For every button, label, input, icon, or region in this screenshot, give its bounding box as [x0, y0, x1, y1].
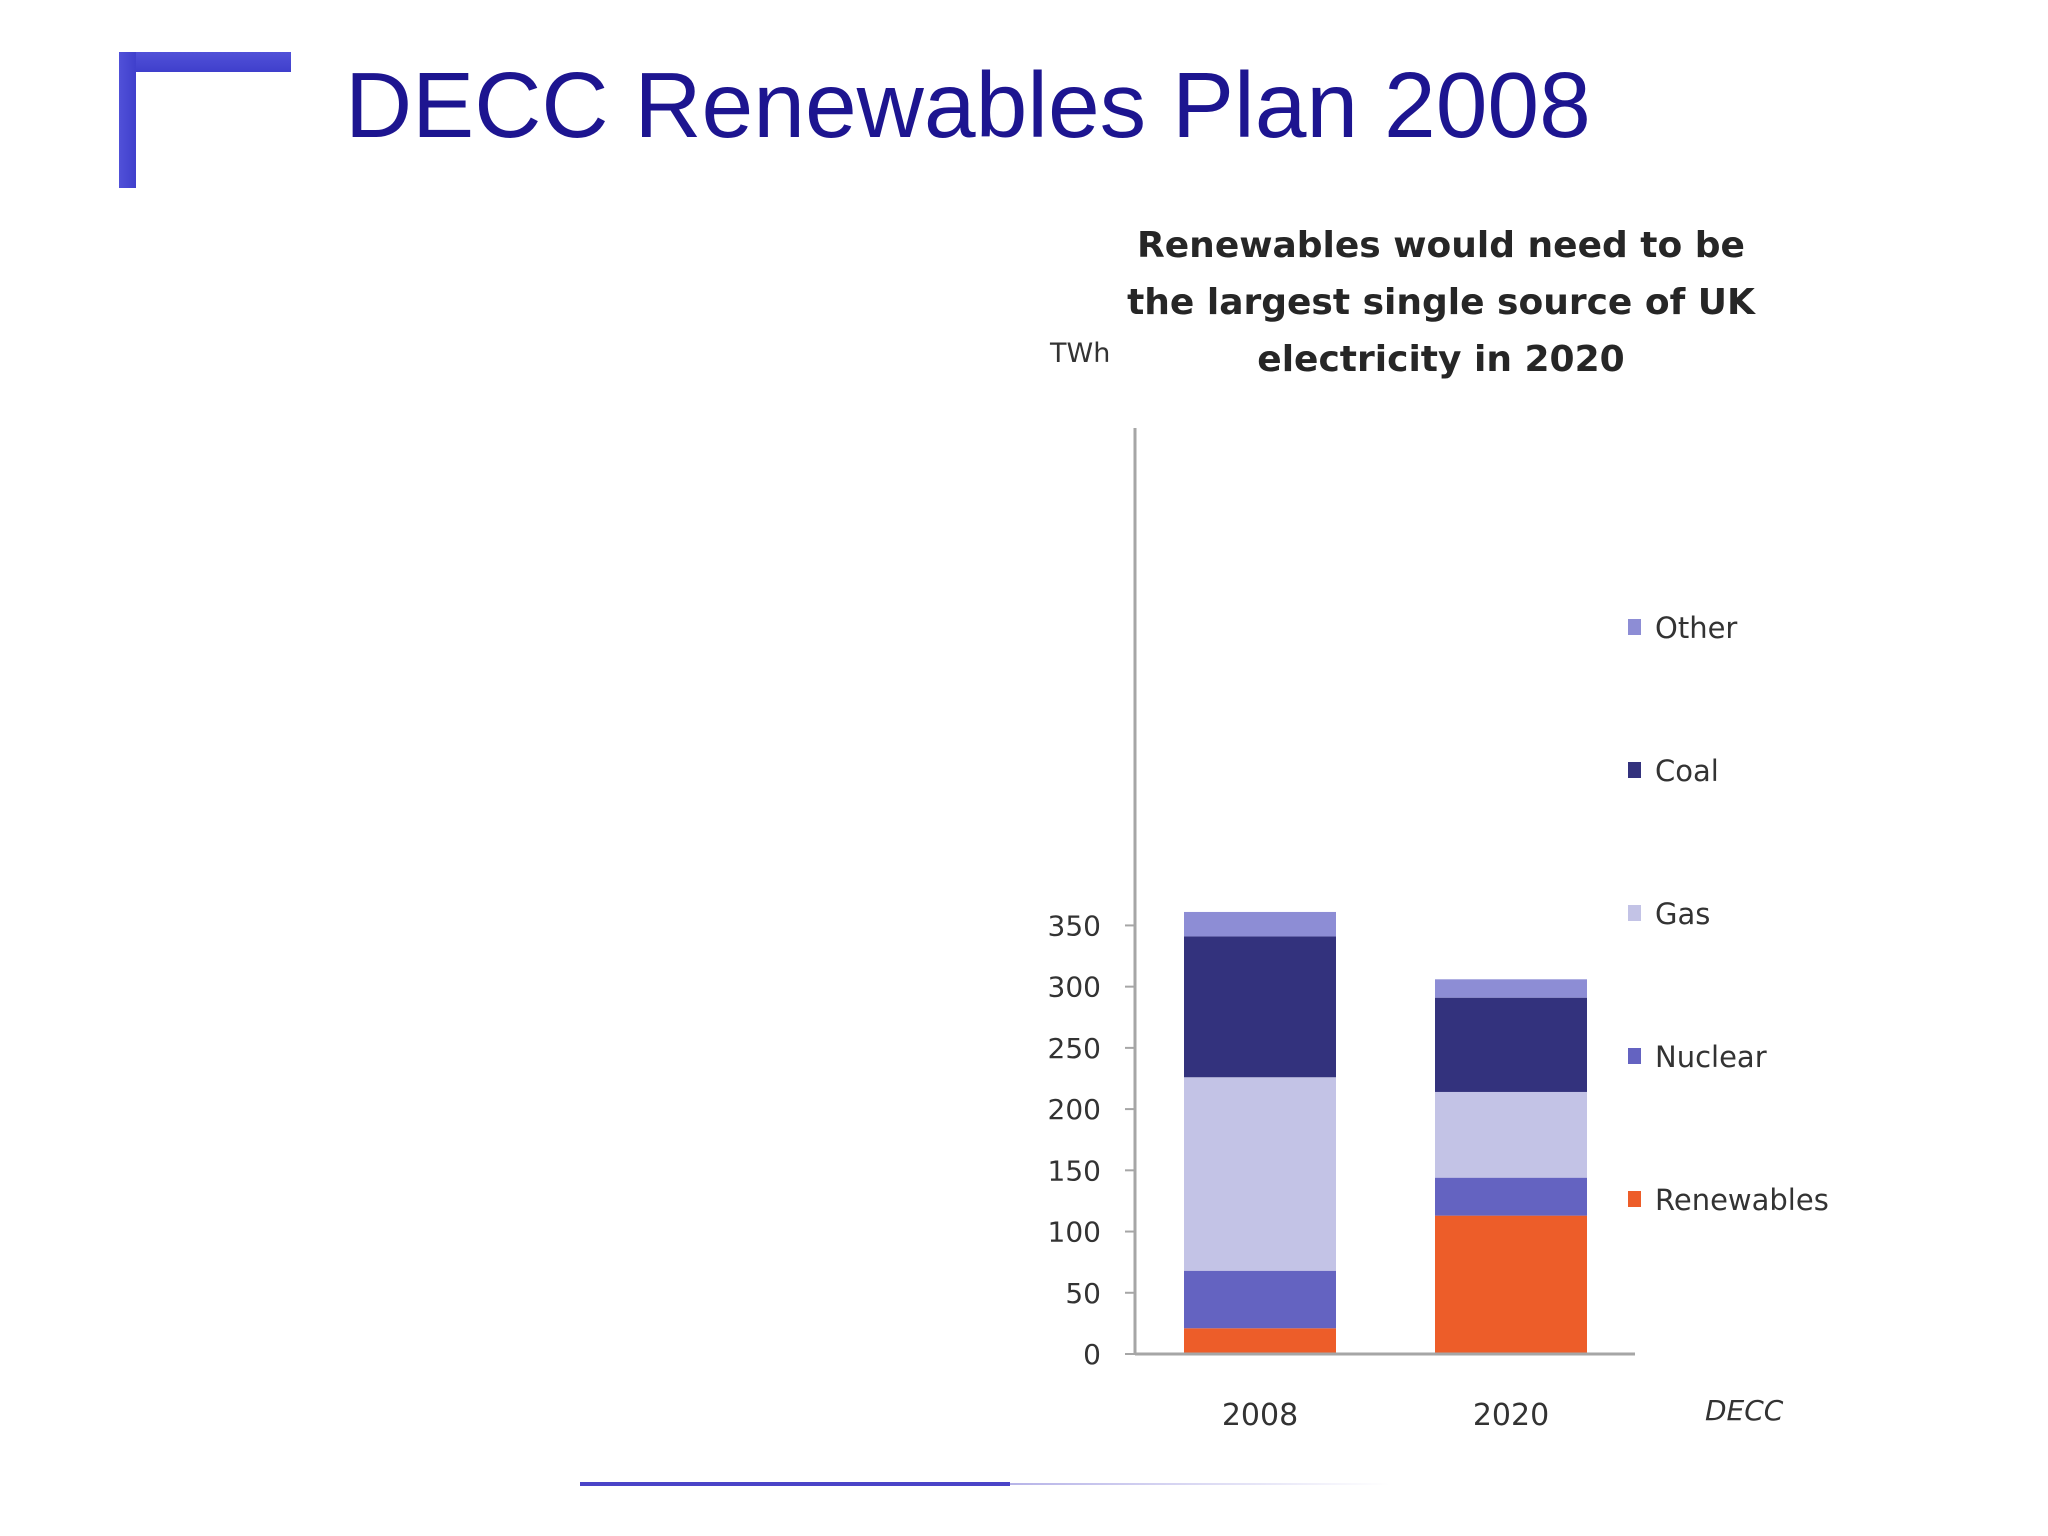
legend-label-coal: Coal: [1655, 754, 1719, 788]
bars-group: [1184, 911, 1587, 1354]
y-tick-label-150: 150: [1048, 1154, 1101, 1187]
chart-title-line-1: Renewables would need to be: [1137, 225, 1745, 266]
source-label: DECC: [1705, 1394, 1784, 1427]
legend-label-gas: Gas: [1655, 897, 1710, 931]
chart-title: Renewables would need to be the largest …: [1127, 225, 1756, 380]
legend-swatch-renewables: [1628, 1191, 1641, 1207]
legend-label-renewables: Renewables: [1655, 1183, 1829, 1217]
bar-2020-gas: [1435, 1091, 1587, 1178]
legend-swatch-coal: [1628, 762, 1641, 778]
y-tick-label-100: 100: [1048, 1216, 1101, 1249]
bar-2008-gas: [1184, 1077, 1336, 1271]
legend-label-nuclear: Nuclear: [1655, 1040, 1767, 1074]
y-tick-label-250: 250: [1048, 1032, 1101, 1065]
bar-2008-coal: [1184, 936, 1336, 1078]
y-tick-label-50: 50: [1065, 1277, 1101, 1310]
bar-2008-nuclear: [1184, 1270, 1336, 1329]
bar-2020-renewables: [1435, 1215, 1587, 1354]
legend-swatch-nuclear: [1628, 1048, 1641, 1064]
y-tick-label-200: 200: [1048, 1093, 1101, 1126]
slide-title: DECC Renewables Plan 2008: [345, 53, 1591, 157]
y-axis-unit-label: TWh: [1049, 338, 1110, 369]
bar-2008-renewables: [1184, 1328, 1336, 1354]
y-tick-label-350: 350: [1048, 909, 1101, 942]
legend-label-other: Other: [1655, 611, 1737, 645]
chart-title-line-3: electricity in 2020: [1257, 339, 1624, 380]
x-tick-label-2020: 2020: [1473, 1398, 1549, 1433]
bar-2020-coal: [1435, 997, 1587, 1092]
bottom-rule: [580, 1482, 1010, 1486]
y-tick-label-300: 300: [1048, 971, 1101, 1004]
bottom-rule-fade: [1010, 1483, 1390, 1485]
legend-swatch-other: [1628, 619, 1641, 635]
bar-2008-other: [1184, 911, 1336, 937]
chart-title-line-2: the largest single source of UK: [1127, 282, 1756, 323]
legend-swatch-gas: [1628, 905, 1641, 921]
x-tick-label-2008: 2008: [1222, 1398, 1298, 1433]
axes-group: 2008 2020 0 50 100 150 200 250 300 350: [1048, 428, 1635, 1433]
corner-accent-vertical: [119, 52, 136, 188]
y-tick-label-0: 0: [1083, 1338, 1101, 1371]
bar-2020-other: [1435, 979, 1587, 998]
legend: Other Coal Gas Nuclear Renewables: [1628, 611, 1829, 1217]
corner-accent-horizontal: [119, 52, 291, 72]
bar-2020-nuclear: [1435, 1177, 1587, 1216]
